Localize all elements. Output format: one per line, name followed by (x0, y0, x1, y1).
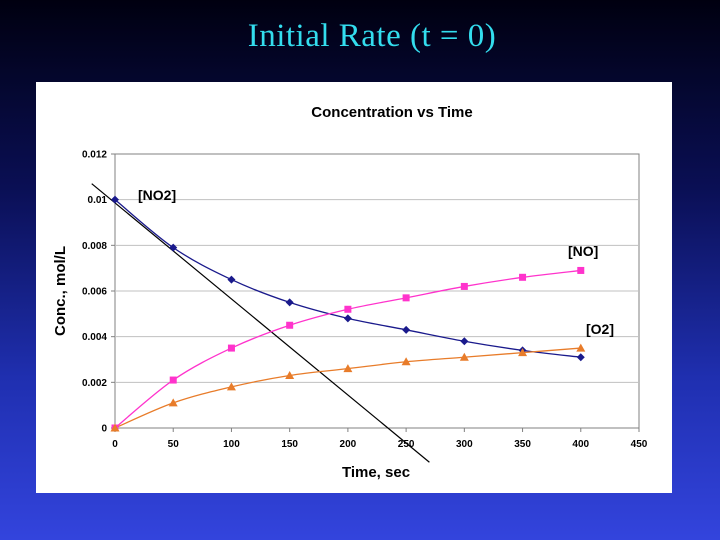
tangent-layer (91, 183, 430, 463)
y-tick-label-3: 0.006 (82, 287, 107, 298)
x-axis-label: Time, sec (342, 464, 410, 481)
marker-o2-300 (459, 352, 469, 361)
marker-layer (110, 195, 586, 432)
initial-rate-tangent-line (91, 183, 430, 463)
x-tick-label-6: 300 (456, 439, 473, 450)
marker-no2-0 (111, 195, 119, 204)
y-tick-label-0: 0 (101, 424, 107, 435)
marker-o2-400 (576, 343, 586, 352)
marker-no-300 (460, 282, 468, 290)
marker-o2-350 (518, 348, 528, 357)
marker-o2-0 (110, 423, 120, 432)
tick-labels: 0 0.002 0.004 0.006 0.008 0.01 0.012 0 50 100 150 2… (82, 150, 648, 451)
x-tick-label-5: 250 (398, 439, 415, 450)
marker-o2-250 (401, 357, 411, 366)
marker-no2-150 (285, 298, 294, 307)
x-tick-label-1: 50 (168, 439, 180, 450)
marker-o2-200 (343, 364, 353, 373)
slide-title: Initial Rate (t = 0) (247, 18, 497, 54)
concentration-chart: Concentration vs Time 0 0.002 0.004 0.006 0.… (52, 104, 648, 481)
x-tick-label-8: 400 (572, 439, 589, 450)
marker-o2-50 (168, 398, 178, 407)
y-tick-label-4: 0.008 (82, 241, 107, 252)
marker-o2-150 (285, 370, 295, 379)
marker-no2-100 (227, 275, 236, 284)
y-tick-label-6: 0.012 (82, 150, 107, 161)
x-tick-label-3: 150 (281, 439, 298, 450)
y-tick-label-1: 0.002 (82, 378, 107, 389)
grid-lines (115, 199, 639, 383)
marker-o2-100 (226, 382, 236, 391)
marker-no-50 (169, 376, 177, 384)
x-tick-label-7: 350 (514, 439, 531, 450)
series-label-o2: [O2] (586, 321, 614, 337)
marker-no-150 (286, 321, 294, 329)
marker-no-400 (577, 266, 585, 274)
x-tick-label-4: 200 (340, 439, 357, 450)
y-tick-label-2: 0.004 (82, 332, 107, 343)
marker-no2-300 (460, 337, 469, 346)
marker-no2-400 (576, 353, 585, 362)
marker-no-100 (227, 344, 235, 352)
marker-no-200 (344, 305, 352, 313)
marker-no2-200 (343, 314, 352, 323)
marker-no2-250 (402, 325, 411, 334)
marker-no-250 (402, 294, 410, 302)
x-tick-label-9: 450 (631, 439, 648, 450)
marker-no-350 (519, 273, 527, 281)
chart-panel: Concentration vs Time 0 0.002 0.004 0.006 0.… (36, 82, 672, 493)
marker-no2-50 (169, 243, 178, 252)
x-tick-label-0: 0 (112, 439, 118, 450)
series-label-no2: [NO2] (138, 187, 176, 203)
y-axis-label: Conc., mol/L (52, 246, 69, 336)
series-label-no: [NO] (568, 243, 598, 259)
chart-title: Concentration vs Time (311, 104, 472, 121)
y-tick-label-5: 0.01 (88, 195, 108, 206)
x-tick-label-2: 100 (223, 439, 240, 450)
